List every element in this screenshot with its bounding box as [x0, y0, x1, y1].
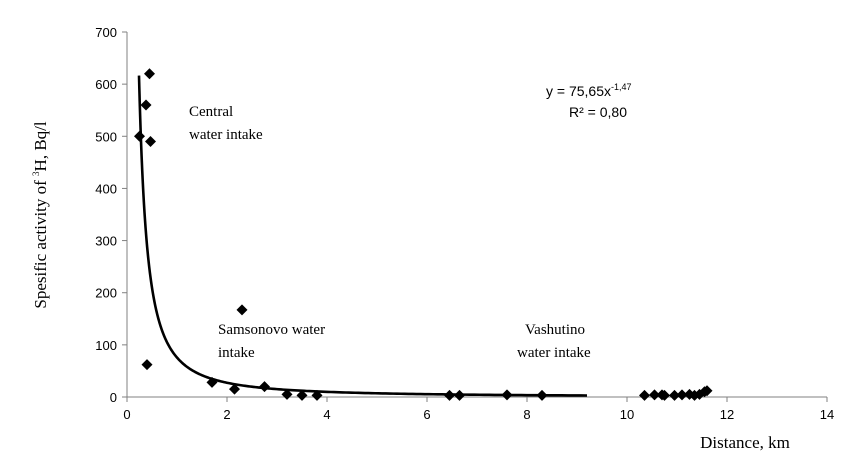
data-point: [236, 304, 248, 316]
y-ticks: 0 100 200 300 400 500 600 700: [95, 25, 127, 405]
data-point: [296, 389, 308, 401]
x-tick-label: 12: [720, 407, 734, 422]
data-point: [145, 136, 156, 147]
data-point: [141, 359, 153, 371]
data-point: [676, 389, 688, 401]
data-point: [454, 389, 465, 401]
x-tick-label: 10: [620, 407, 634, 422]
data-point: [669, 389, 680, 401]
x-tick-label: 14: [820, 407, 834, 422]
y-tick-label: 600: [95, 77, 117, 92]
x-tick-label: 6: [423, 407, 430, 422]
data-point: [701, 385, 713, 397]
data-point: [639, 389, 650, 401]
x-tick-label: 0: [123, 407, 130, 422]
data-point: [206, 376, 218, 388]
x-tick-label: 4: [323, 407, 330, 422]
y-tick-label: 500: [95, 129, 117, 144]
data-point: [229, 383, 240, 395]
axes: [126, 32, 827, 398]
y-tick-label: 700: [95, 25, 117, 40]
data-point: [649, 389, 660, 401]
data-point: [444, 389, 455, 401]
x-axis-title: Distance, km: [700, 433, 790, 452]
data-point: [259, 381, 270, 393]
annotation-samsonovo-line2: intake: [218, 345, 255, 361]
annotation-vashutino-line1: Vashutino: [525, 322, 585, 338]
data-point: [659, 389, 670, 401]
annotation-samsonovo-line1: Samsonovo water: [218, 322, 325, 338]
data-points: [134, 68, 713, 401]
y-tick-label: 400: [95, 181, 117, 196]
data-point: [501, 389, 513, 401]
x-tick-label: 8: [523, 407, 530, 422]
y-tick-label: 200: [95, 286, 117, 301]
data-point: [140, 99, 152, 111]
annotation-central: Central water intake: [189, 104, 263, 143]
x-ticks: 0 2 4 6 8 10 12 14: [123, 397, 834, 422]
annotation-central-line1: Central: [189, 104, 233, 120]
annotation-vashutino-line2: water intake: [517, 345, 591, 361]
annotation-samsonovo: Samsonovo water intake: [218, 322, 325, 361]
annotation-central-line2: water intake: [189, 127, 263, 143]
y-tick-label: 100: [95, 338, 117, 353]
y-tick-label: 0: [110, 390, 117, 405]
data-point: [134, 130, 145, 142]
x-tick-label: 2: [223, 407, 230, 422]
trendline-equation: y = 75,65x-1,47: [546, 82, 632, 99]
annotation-vashutino: Vashutino water intake: [517, 322, 591, 361]
trendline: [137, 75, 588, 397]
y-tick-label: 300: [95, 234, 117, 249]
data-point: [281, 388, 293, 400]
data-point: [144, 68, 155, 80]
data-point: [536, 389, 548, 401]
trendline-r2: R² = 0,80: [569, 104, 627, 120]
y-axis-title: Spesific activity of 3H, Bq/l: [31, 121, 50, 309]
data-point: [311, 389, 323, 401]
